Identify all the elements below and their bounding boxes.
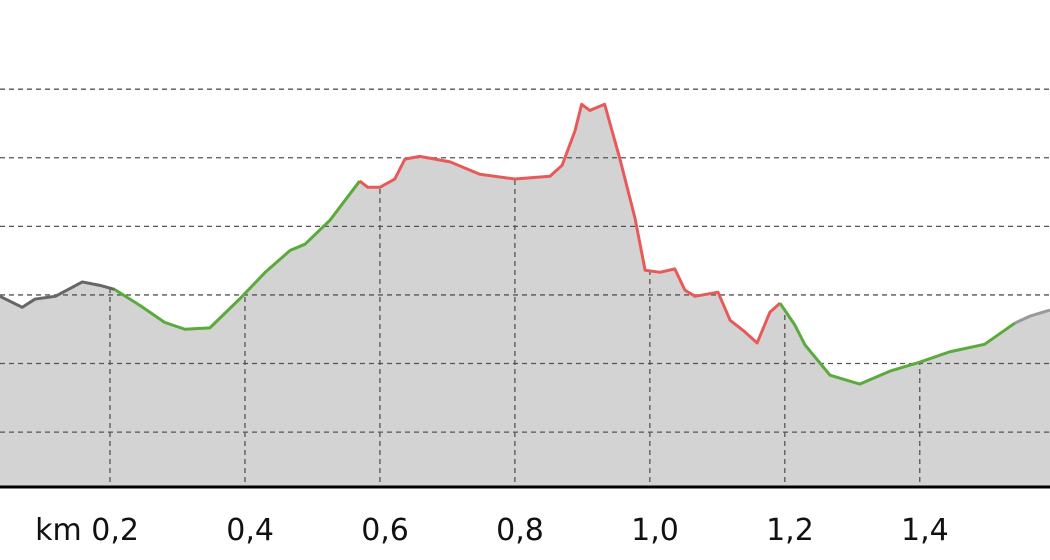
x-tick-label: km 0,2 (35, 513, 139, 548)
elevation-line (358, 102, 782, 345)
area (359, 103, 781, 488)
elevation-line (778, 302, 1016, 386)
x-tick-label: 0,4 (226, 513, 274, 548)
elevation-line (0, 280, 116, 309)
elevation-line (1014, 308, 1050, 325)
x-tick-label: 0,6 (361, 513, 409, 548)
x-tick-label: 1,0 (631, 513, 679, 548)
area (0, 281, 116, 488)
x-tick-label: 1,4 (901, 513, 949, 548)
area (779, 301, 1016, 488)
area (1014, 309, 1050, 488)
x-tick-label: 1,2 (766, 513, 814, 548)
elevation-line (113, 180, 361, 331)
x-tick-label: 0,8 (496, 513, 544, 548)
